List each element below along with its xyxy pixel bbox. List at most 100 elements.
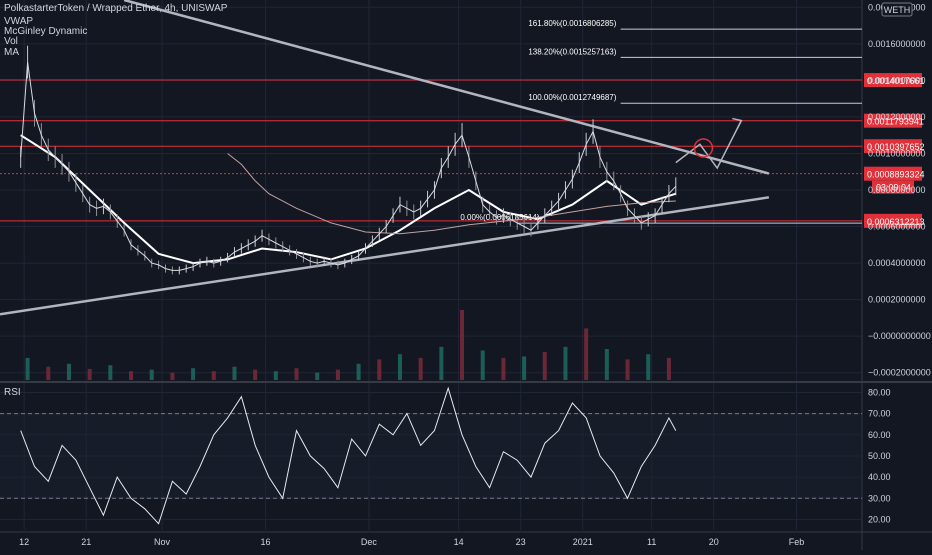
level-label-bg (864, 73, 922, 88)
target-circle (693, 138, 714, 158)
volume-bar (666, 357, 671, 380)
price-tick-label: 0.0008000000 (868, 185, 926, 195)
legend-ma[interactable]: MA (4, 47, 19, 58)
fib-label: 161.80%(0.0016806285) (528, 19, 616, 28)
volume-bars (25, 310, 671, 380)
volume-bar (87, 368, 92, 380)
countdown-label: 03:09:04 (876, 183, 911, 193)
time-tick-label: 23 (516, 537, 526, 547)
price-tick-label: 0.0006000000 (868, 222, 926, 232)
rsi-tick-label: 60.00 (868, 430, 891, 440)
vwap (227, 153, 676, 235)
time-tick-label: Feb (789, 537, 805, 547)
moving-average (20, 134, 677, 265)
time-tick-label: 12 (19, 537, 29, 547)
volume-bar (46, 366, 51, 380)
currency-badge-label: WETH (884, 5, 911, 15)
legend-vol[interactable]: Vol (4, 36, 18, 47)
projection-arrowhead (732, 117, 743, 129)
volume-bar (129, 371, 134, 380)
level-label-bg (864, 139, 922, 154)
projection (675, 117, 743, 170)
time-tick-label: 11 (647, 537, 656, 547)
volume-bar (356, 363, 361, 380)
volume-bar (315, 372, 320, 380)
fib-label: 138.20%(0.0015257163) (528, 47, 616, 56)
level-label-bg (864, 213, 922, 228)
volume-bar (191, 368, 196, 380)
fib-label: 0.00%(0.0006185614) (460, 213, 540, 222)
rsi-tick-label: 70.00 (868, 409, 891, 419)
volume-bar (563, 346, 568, 380)
currency-badge[interactable]: WETH (881, 2, 913, 17)
trendline (123, 0, 770, 175)
current-price-label-bg (864, 166, 922, 181)
fib-label: 100.00%(0.0012749687) (528, 93, 616, 102)
price-tick-label: 0.0010000000 (868, 148, 926, 158)
price-tick-label: 0.0014000000 (868, 75, 926, 85)
price-tick-label: 0.0002000000 (868, 295, 926, 305)
volume-bar (149, 369, 154, 380)
level-label: 0.0006312213 (867, 217, 925, 227)
trendline (0, 196, 770, 316)
price-tick-label: 0.0012000000 (868, 112, 926, 122)
volume-bar (335, 369, 340, 380)
legend-vwap[interactable]: VWAP (4, 16, 33, 27)
rsi-tick-label: 80.00 (868, 387, 891, 397)
rsi-tick-label: 50.00 (868, 451, 891, 461)
time-tick-label: 20 (709, 537, 719, 547)
volume-bar (397, 354, 402, 380)
chart-title: PolkastarterToken / Wrapped Ether, 4h, U… (4, 3, 228, 14)
time-tick-label: Nov (154, 537, 171, 547)
volume-bar (604, 349, 609, 380)
volume-bar (377, 359, 382, 380)
moving-average-line (20, 134, 677, 265)
volume-bar (522, 356, 527, 380)
volume-bar (439, 346, 444, 380)
legend: PolkastarterToken / Wrapped Ether, 4h, U… (4, 3, 228, 398)
level-label: 0.0010397652 (867, 142, 925, 152)
time-tick-label: Dec (361, 537, 378, 547)
time-tick-label: 21 (81, 537, 91, 547)
rsi-label: RSI (4, 387, 21, 398)
rsi-line (20, 386, 677, 525)
level-label-bg (864, 113, 922, 128)
level-label: 0.0011793941 (867, 117, 924, 127)
countdown-bg (872, 180, 914, 194)
rsi-tick-label: 30.00 (868, 493, 891, 503)
vwap-line (227, 153, 676, 235)
rsi-band-fill (0, 413, 862, 499)
volume-bar (480, 350, 485, 380)
volume-bar (232, 366, 237, 380)
price-tick-label: −0.0000000000 (868, 331, 931, 341)
horizontal-levels: 0.00140176610.00117939410.00103976520.00… (0, 73, 925, 228)
volume-bar (501, 357, 506, 380)
level-label: 0.0014017661 (867, 76, 925, 86)
legend-mcginley[interactable]: McGinley Dynamic (4, 26, 87, 37)
time-tick-label: 14 (454, 537, 464, 547)
rsi-pane (0, 386, 862, 525)
rsi-tick-label: 20.00 (868, 514, 891, 524)
volume-bar (108, 365, 113, 380)
volume-bar (66, 363, 71, 380)
volume-bar (460, 310, 465, 380)
volume-bar (625, 359, 630, 380)
price-tick-label: 0.0004000000 (868, 258, 926, 268)
volume-bar (25, 357, 30, 380)
price-tick-label: 0.0016000000 (868, 39, 926, 49)
volume-bar (273, 371, 278, 380)
volume-bar (294, 368, 299, 380)
volume-bar (170, 372, 175, 380)
rsi-tick-label: 40.00 (868, 472, 891, 482)
price-series (20, 45, 677, 275)
trendlines (0, 0, 770, 316)
volume-bar (646, 354, 651, 380)
price-tick-label: −0.0002000000 (868, 368, 931, 378)
volume-bar (418, 357, 423, 380)
current-price-label: 0.0008893324 (867, 170, 925, 180)
volume-bar (253, 369, 258, 380)
time-tick-label: 2021 (573, 537, 593, 547)
volume-bar (542, 352, 547, 380)
